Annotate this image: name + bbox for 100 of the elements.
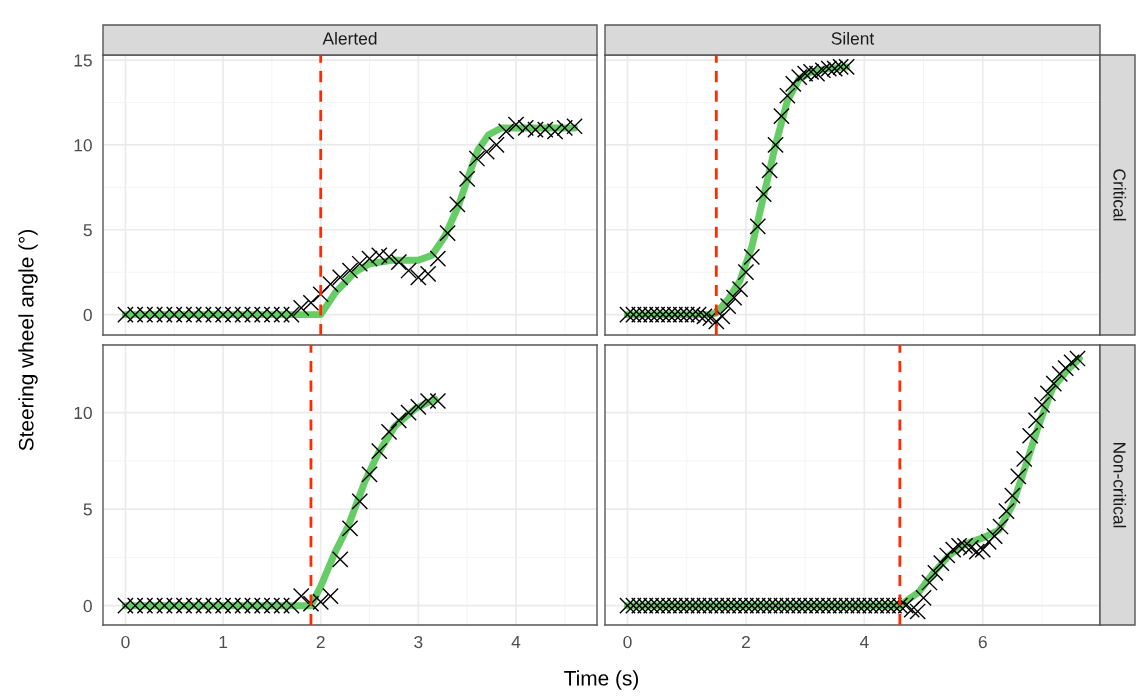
point — [419, 265, 437, 283]
point — [117, 306, 134, 323]
text: Non-critical — [1113, 443, 1127, 528]
point — [224, 306, 242, 323]
point — [507, 116, 525, 133]
point — [146, 306, 164, 323]
point — [755, 185, 772, 203]
point — [370, 442, 388, 460]
point — [439, 224, 456, 242]
y-tick-label: 10 — [74, 139, 92, 152]
point — [214, 306, 232, 323]
point — [488, 136, 505, 154]
y-tick-label: 5 — [83, 503, 92, 516]
point — [400, 262, 417, 279]
point — [126, 597, 144, 614]
point — [185, 306, 203, 323]
x-axis-title: Time (s) — [564, 670, 639, 690]
point — [224, 597, 242, 614]
point — [429, 250, 447, 267]
point — [400, 404, 417, 421]
point — [136, 306, 154, 323]
point — [478, 143, 495, 161]
point — [419, 392, 437, 410]
point — [283, 306, 300, 323]
x-tick-label: 3 — [414, 635, 423, 649]
point — [566, 117, 583, 135]
point — [117, 597, 134, 614]
x-tick-label: 2 — [741, 635, 750, 648]
x-tick-label: 0 — [121, 635, 130, 649]
point — [136, 597, 154, 614]
point — [126, 306, 144, 323]
point — [273, 597, 290, 614]
point — [380, 423, 398, 441]
point — [410, 398, 427, 416]
x-tick-label: 4 — [859, 636, 869, 648]
point — [749, 218, 767, 235]
point — [429, 392, 447, 410]
point — [761, 162, 778, 179]
chart-title: Alerted — [322, 31, 377, 45]
point — [351, 255, 369, 273]
point — [390, 253, 408, 271]
point — [331, 551, 349, 568]
point — [802, 63, 820, 81]
y-tick-label: 15 — [74, 54, 92, 67]
y-tick-label: 10 — [74, 406, 92, 420]
y-tick-label: 0 — [83, 599, 92, 613]
point — [331, 269, 349, 286]
point — [302, 595, 320, 613]
point — [814, 61, 832, 79]
point — [195, 306, 212, 323]
point — [390, 412, 408, 429]
point — [322, 587, 339, 605]
point — [146, 597, 164, 614]
point — [253, 306, 271, 323]
point — [767, 136, 784, 154]
point — [737, 263, 755, 281]
point — [790, 68, 808, 86]
point — [743, 248, 761, 266]
point — [517, 119, 535, 137]
chart-title: Silent — [831, 31, 875, 45]
point — [292, 299, 310, 317]
point — [361, 250, 378, 267]
point — [527, 121, 544, 138]
point — [165, 306, 183, 323]
point — [546, 123, 564, 140]
y-tick-label: 5 — [83, 224, 92, 237]
point — [312, 593, 330, 611]
point — [351, 493, 369, 510]
point — [341, 262, 359, 279]
point — [205, 597, 222, 614]
point — [234, 597, 251, 614]
point — [380, 248, 398, 266]
point — [556, 119, 574, 137]
point — [779, 87, 796, 105]
x-tick-label: 1 — [219, 636, 228, 648]
point — [292, 587, 310, 605]
point — [205, 306, 222, 323]
x-tick-label: 6 — [978, 635, 987, 649]
point — [725, 289, 743, 306]
point — [165, 597, 183, 614]
point — [719, 297, 737, 315]
point — [214, 597, 232, 614]
y-axis-title: Steering wheel angle (°) — [18, 230, 38, 451]
point — [283, 597, 300, 614]
point — [244, 597, 261, 614]
point — [263, 306, 281, 323]
x-tick-label: 2 — [316, 635, 325, 648]
point — [175, 597, 193, 614]
point — [253, 597, 271, 614]
point — [273, 306, 290, 323]
point — [361, 466, 378, 483]
point — [263, 597, 281, 614]
point — [195, 597, 212, 614]
point — [773, 107, 790, 125]
point — [156, 597, 173, 614]
x-tick-label: 4 — [511, 636, 521, 648]
point — [468, 150, 486, 167]
y-tick-label: 0 — [83, 308, 92, 322]
point — [410, 269, 427, 286]
point — [322, 275, 339, 293]
